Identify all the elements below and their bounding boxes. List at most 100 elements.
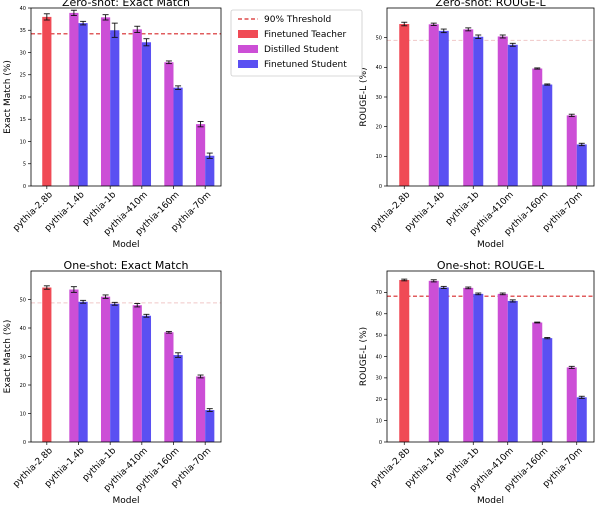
y-tick-label: 10: [20, 139, 26, 145]
y-axis-label: Exact Match (%): [3, 60, 13, 134]
y-tick-label: 60: [376, 312, 382, 318]
chart-panel-2: Zero-shot: ROUGE-L01020304050pythia-2.8b…: [359, 0, 595, 250]
bar-finetuned-student-pythia-1.4b: [78, 23, 88, 186]
bar-distilled-student-pythia-1b: [100, 296, 111, 442]
y-tick-label: 20: [20, 95, 26, 101]
y-tick-label: 30: [20, 50, 26, 56]
bar-distilled-student-pythia-70m: [195, 124, 206, 186]
chart-panel-1: Zero-shot: Exact Match0510152025303540py…: [3, 0, 222, 250]
legend-swatch: [238, 60, 258, 68]
bar-finetuned-student-pythia-70m: [576, 397, 587, 442]
bar-finetuned-student-pythia-1b: [110, 30, 120, 186]
bar-distilled-student-pythia-70m: [566, 367, 577, 442]
bar-finetuned-student-pythia-1.4b: [438, 287, 449, 442]
bar-finetuned-teacher-pythia-2.8b: [42, 287, 52, 442]
bar-finetuned-student-pythia-160m: [542, 338, 553, 442]
y-tick-label: 25: [20, 73, 26, 79]
bar-finetuned-student-pythia-70m: [576, 144, 587, 186]
y-tick-label: 20: [376, 397, 382, 403]
bar-finetuned-student-pythia-410m: [507, 44, 518, 186]
bar-finetuned-student-pythia-1b: [110, 303, 120, 442]
y-axis-label: Exact Match (%): [3, 320, 13, 394]
bar-distilled-student-pythia-410m: [497, 36, 508, 187]
y-tick-label: 10: [376, 418, 382, 424]
bar-distilled-student-pythia-160m: [164, 62, 174, 186]
bar-finetuned-student-pythia-160m: [173, 355, 183, 442]
y-tick-label: 70: [376, 290, 382, 296]
bar-finetuned-student-pythia-160m: [173, 87, 183, 186]
y-tick-label: 30: [376, 376, 382, 382]
bar-distilled-student-pythia-160m: [532, 322, 543, 442]
chart-title: One-shot: Exact Match: [64, 259, 189, 272]
axes-frame: [30, 270, 222, 443]
bar-finetuned-student-pythia-160m: [542, 84, 553, 186]
legend-label: 90% Threshold: [264, 15, 331, 25]
y-tick-label: 40: [376, 65, 382, 71]
y-axis-label: ROUGE-L (%): [359, 327, 369, 386]
bar-finetuned-student-pythia-70m: [205, 410, 215, 442]
chart-title: Zero-shot: Exact Match: [62, 0, 190, 9]
bar-finetuned-student-pythia-1.4b: [438, 30, 449, 186]
bar-finetuned-student-pythia-410m: [507, 300, 518, 442]
bar-finetuned-student-pythia-410m: [141, 42, 152, 186]
y-tick-label: 30: [376, 95, 382, 101]
bar-distilled-student-pythia-160m: [532, 68, 543, 186]
y-tick-label: 10: [376, 154, 382, 160]
bar-finetuned-teacher-pythia-2.8b: [399, 279, 410, 442]
bar-finetuned-teacher-pythia-2.8b: [42, 16, 52, 187]
bar-distilled-student-pythia-1.4b: [69, 289, 79, 442]
y-tick-label: 30: [20, 354, 26, 360]
bar-finetuned-student-pythia-70m: [205, 155, 215, 186]
chart-panel-3: One-shot: Exact Match01020304050pythia-2…: [3, 259, 222, 506]
bar-distilled-student-pythia-1.4b: [428, 24, 439, 186]
legend-swatch: [238, 30, 258, 38]
bar-distilled-student-pythia-70m: [566, 115, 577, 186]
y-tick-label: 50: [20, 297, 26, 303]
bar-distilled-student-pythia-410m: [132, 305, 142, 442]
bar-finetuned-student-pythia-1b: [473, 36, 484, 186]
bar-distilled-student-pythia-70m: [195, 376, 206, 442]
y-tick-label: 50: [376, 35, 382, 41]
y-tick-label: 20: [20, 383, 26, 389]
bar-distilled-student-pythia-1.4b: [428, 280, 439, 442]
chart-title: One-shot: ROUGE-L: [437, 259, 545, 272]
bar-distilled-student-pythia-410m: [497, 293, 508, 442]
bar-finetuned-student-pythia-1.4b: [78, 301, 88, 442]
chart-panel-4: One-shot: ROUGE-L010203040506070pythia-2…: [359, 259, 595, 506]
y-axis-label: ROUGE-L (%): [359, 67, 369, 126]
x-axis-label: Model: [112, 240, 139, 250]
x-axis-label: Model: [112, 496, 139, 506]
bar-finetuned-teacher-pythia-2.8b: [399, 24, 410, 186]
x-axis-label: Model: [477, 496, 504, 506]
x-axis-label: Model: [477, 240, 504, 250]
bar-finetuned-student-pythia-1b: [473, 293, 484, 442]
legend-label: Finetuned Teacher: [264, 30, 347, 40]
bar-finetuned-student-pythia-410m: [141, 315, 152, 442]
y-tick-label: 0: [379, 440, 382, 446]
bar-distilled-student-pythia-1b: [100, 17, 111, 186]
axes-frame: [30, 7, 222, 187]
y-tick-label: 40: [20, 6, 26, 12]
legend-swatch: [238, 45, 258, 53]
y-tick-label: 50: [376, 333, 382, 339]
y-tick-label: 10: [20, 411, 26, 417]
bar-distilled-student-pythia-1.4b: [69, 12, 79, 186]
y-tick-label: 20: [376, 124, 382, 130]
bar-distilled-student-pythia-160m: [164, 332, 174, 442]
bar-distilled-student-pythia-1b: [463, 29, 474, 186]
y-tick-label: 40: [20, 326, 26, 332]
legend: 90% Threshold Finetuned Teacher Distilled …: [230, 9, 363, 77]
y-tick-label: 15: [20, 117, 26, 123]
y-tick-label: 0: [23, 184, 26, 190]
legend-box: [230, 9, 363, 77]
legend-label: Distilled Student: [264, 45, 339, 55]
chart-title: Zero-shot: ROUGE-L: [435, 0, 546, 9]
y-tick-label: 35: [20, 28, 26, 34]
bar-distilled-student-pythia-1b: [463, 287, 474, 442]
y-tick-label: 0: [23, 440, 26, 446]
y-tick-label: 40: [376, 354, 382, 360]
bar-distilled-student-pythia-410m: [132, 29, 142, 186]
y-tick-label: 5: [23, 162, 26, 168]
legend-label: Finetuned Student: [264, 60, 347, 70]
